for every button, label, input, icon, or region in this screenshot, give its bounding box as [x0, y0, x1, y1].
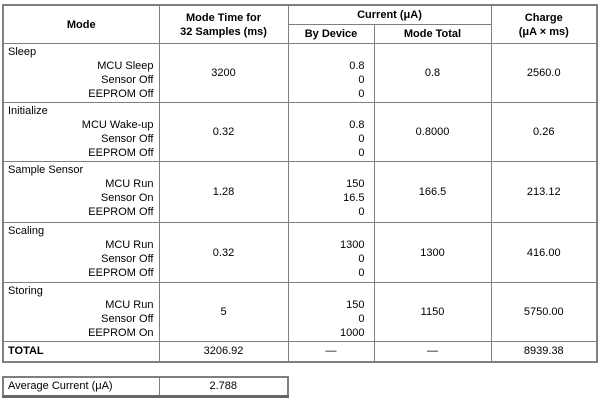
by-device-value: 0.8: [349, 119, 365, 131]
table-row-sample-sensor: Sample Sensor MCU Run Sensor On EEPROM O…: [2, 161, 598, 223]
charge-cell: 416.00: [490, 222, 598, 283]
mode-name: Sample Sensor: [8, 164, 84, 176]
total-charge-cell: 8939.38: [490, 341, 598, 362]
by-device-value: 150: [346, 178, 365, 190]
mode-name: Scaling: [8, 225, 45, 237]
average-current-row: Average Current (μA) 2.788: [2, 376, 289, 397]
total-mode-time-cell: 3206.92: [158, 341, 289, 362]
by-device-value: 0: [358, 147, 365, 159]
mode-column-header: Mode: [2, 4, 160, 44]
spacer: [293, 104, 365, 118]
device-line: MCU Run: [105, 178, 154, 190]
by-device-value: 0.8: [349, 60, 365, 72]
charge-header-line2: (μA × ms): [518, 25, 569, 38]
by-device-value: 0: [358, 133, 365, 145]
mode-total-cell: 1300: [373, 222, 492, 283]
by-device-cell: 150 0 1000: [287, 282, 375, 342]
mode-total-cell: 1150: [373, 282, 492, 342]
mode-header-label: Mode: [66, 18, 96, 31]
mode-cell: Initialize MCU Wake-up Sensor Off EEPROM…: [2, 102, 160, 162]
spacer: [293, 163, 365, 177]
by-device-value: 0: [358, 74, 365, 86]
mode-time-cell: 0.32: [158, 102, 289, 162]
device-line: Sensor Off: [101, 74, 154, 86]
mode-time-column-header: Mode Time for 32 Samples (ms): [158, 4, 289, 44]
mode-cell: Sample Sensor MCU Run Sensor On EEPROM O…: [2, 161, 160, 223]
device-line: EEPROM Off: [88, 147, 154, 159]
mode-name: Initialize: [8, 105, 48, 117]
by-device-cell: 150 16.5 0: [287, 161, 375, 223]
total-mode-total-cell: —: [373, 341, 492, 362]
charge-column-header: Charge (μA × ms): [490, 4, 598, 44]
mode-total-cell: 0.8: [373, 43, 492, 103]
mode-total-column-header: Mode Total: [373, 24, 492, 44]
by-device-value: 0: [358, 253, 365, 265]
mode-name: Sleep: [8, 46, 37, 58]
table-row-initialize: Initialize MCU Wake-up Sensor Off EEPROM…: [2, 102, 598, 162]
by-device-value: 0: [358, 267, 365, 279]
charge-header-line1: Charge: [524, 11, 563, 24]
device-line: Sensor Off: [101, 133, 154, 145]
mode-time-header-line1: Mode Time for: [186, 11, 261, 24]
device-line: Sensor Off: [101, 313, 154, 325]
by-device-cell: 1300 0 0: [287, 222, 375, 283]
mode-cell: Scaling MCU Run Sensor Off EEPROM Off: [2, 222, 160, 283]
device-line: EEPROM Off: [88, 206, 154, 218]
by-device-value: 150: [346, 299, 365, 311]
total-label-cell: TOTAL: [2, 341, 160, 362]
current-group-header: Current (μA): [287, 4, 492, 25]
average-current-label: Average Current (μA): [2, 376, 160, 397]
by-device-value: 1300: [340, 239, 365, 251]
average-current-table: Average Current (μA) 2.788: [2, 375, 289, 398]
table-row-total: TOTAL 3206.92 — — 8939.38: [2, 341, 598, 362]
device-list: MCU Sleep Sensor Off EEPROM Off: [8, 59, 154, 101]
mode-time-cell: 3200: [158, 43, 289, 103]
device-list: MCU Wake-up Sensor Off EEPROM Off: [8, 118, 154, 160]
average-current-value: 2.788: [158, 376, 289, 397]
table-row-sleep: Sleep MCU Sleep Sensor Off EEPROM Off 32…: [2, 43, 598, 103]
charge-cell: 2560.0: [490, 43, 598, 103]
mode-cell: Storing MCU Run Sensor Off EEPROM On: [2, 282, 160, 342]
mode-name: Storing: [8, 285, 43, 297]
device-line: MCU Sleep: [97, 60, 154, 72]
by-device-value: 16.5: [343, 192, 365, 204]
mode-cell: Sleep MCU Sleep Sensor Off EEPROM Off: [2, 43, 160, 103]
device-line: EEPROM Off: [88, 88, 154, 100]
mode-total-cell: 166.5: [373, 161, 492, 223]
device-list: MCU Run Sensor Off EEPROM Off: [8, 238, 154, 280]
power-budget-table: Mode Mode Time for 32 Samples (ms) Curre…: [2, 4, 598, 363]
mode-total-cell: 0.8000: [373, 102, 492, 162]
spacer: [293, 284, 365, 298]
mode-time-cell: 0.32: [158, 222, 289, 283]
header-row-top: Mode Mode Time for 32 Samples (ms) Curre…: [2, 4, 598, 44]
mode-time-header-line2: 32 Samples (ms): [180, 25, 267, 38]
by-device-value: 1000: [340, 327, 365, 339]
table-row-scaling: Scaling MCU Run Sensor Off EEPROM Off 0.…: [2, 222, 598, 283]
by-device-cell: 0.8 0 0: [287, 43, 375, 103]
device-line: EEPROM On: [88, 327, 154, 339]
total-by-device-cell: —: [287, 341, 375, 362]
device-list: MCU Run Sensor Off EEPROM On: [8, 298, 154, 340]
spacer: [293, 224, 365, 238]
mode-time-cell: 5: [158, 282, 289, 342]
device-line: Sensor On: [100, 192, 154, 204]
charge-cell: 0.26: [490, 102, 598, 162]
device-list: MCU Run Sensor On EEPROM Off: [8, 177, 154, 219]
by-device-column-header: By Device: [287, 24, 375, 44]
current-group-label: Current (μA): [357, 9, 422, 21]
by-device-cell: 0.8 0 0: [287, 102, 375, 162]
device-line: MCU Run: [105, 299, 154, 311]
device-line: MCU Run: [105, 239, 154, 251]
charge-cell: 213.12: [490, 161, 598, 223]
device-line: EEPROM Off: [88, 267, 154, 279]
device-line: MCU Wake-up: [81, 119, 154, 131]
table-row-storing: Storing MCU Run Sensor Off EEPROM On 5 1…: [2, 282, 598, 342]
device-line: Sensor Off: [101, 253, 154, 265]
spacer: [293, 45, 365, 59]
mode-time-cell: 1.28: [158, 161, 289, 223]
charge-cell: 5750.00: [490, 282, 598, 342]
by-device-value: 0: [358, 313, 365, 325]
by-device-value: 0: [358, 88, 365, 100]
by-device-value: 0: [358, 206, 365, 218]
